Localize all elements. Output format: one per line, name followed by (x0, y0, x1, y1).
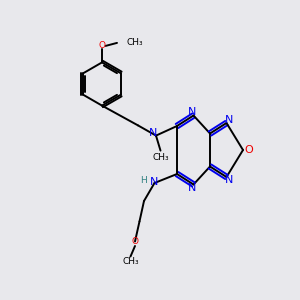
Text: N: N (188, 107, 196, 117)
Text: O: O (131, 237, 139, 246)
Text: O: O (244, 145, 253, 155)
Text: N: N (225, 175, 233, 185)
Text: H: H (140, 176, 146, 185)
Text: N: N (149, 128, 157, 138)
Text: O: O (98, 41, 106, 50)
Text: N: N (150, 177, 158, 188)
Text: CH₃: CH₃ (153, 153, 169, 162)
Text: N: N (188, 183, 196, 193)
Text: N: N (225, 115, 233, 125)
Text: CH₃: CH₃ (127, 38, 143, 47)
Text: CH₃: CH₃ (122, 256, 139, 266)
